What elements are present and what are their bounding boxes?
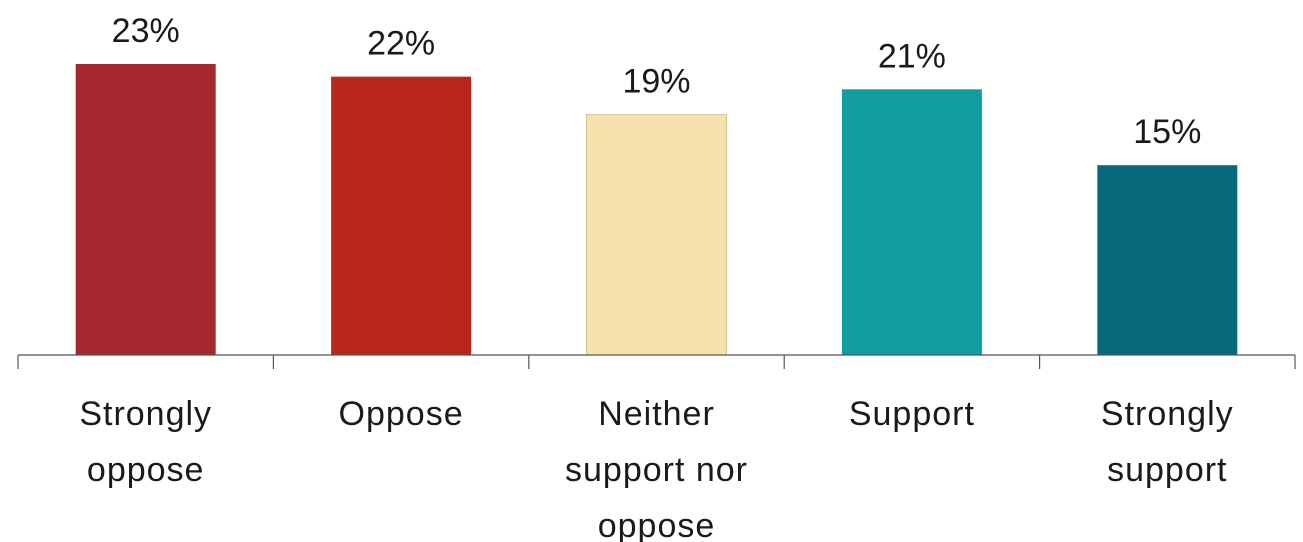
category-label-2: Oppose [339, 395, 464, 433]
bar-3 [586, 114, 727, 356]
x-axis [17, 354, 1296, 369]
category-label-1: Strongly oppose [79, 395, 212, 489]
category-label-5-line-1: Strongly [1101, 395, 1234, 433]
bar-1 [75, 64, 216, 355]
category-label-3-line-1: Neither [598, 395, 715, 433]
bar-5 [1097, 165, 1238, 355]
value-label-5: 15% [1133, 113, 1201, 151]
bars-group [75, 64, 1238, 356]
category-label-3-line-2: support nor [565, 451, 748, 489]
category-label-4-line-1: Support [849, 395, 975, 433]
value-label-3: 19% [622, 63, 690, 101]
category-labels-group: Strongly oppose Oppose Neither support nor op… [79, 395, 1234, 542]
bar-4 [841, 89, 982, 355]
category-label-5-line-2: support [1107, 451, 1227, 489]
value-label-2: 22% [367, 25, 435, 63]
category-label-5: Strongly support [1101, 395, 1234, 489]
category-label-1-line-2: oppose [87, 451, 205, 489]
value-label-1: 23% [112, 12, 180, 50]
category-label-3: Neither support nor oppose [565, 395, 748, 542]
value-labels-group: 23% 22% 19% 21% 15% [112, 12, 1202, 151]
category-label-1-line-1: Strongly [79, 395, 212, 433]
value-label-4: 21% [878, 37, 946, 75]
category-label-2-line-1: Oppose [339, 395, 464, 433]
bar-2 [331, 76, 472, 356]
category-label-4: Support [849, 395, 975, 433]
category-label-3-line-3: oppose [598, 507, 716, 542]
